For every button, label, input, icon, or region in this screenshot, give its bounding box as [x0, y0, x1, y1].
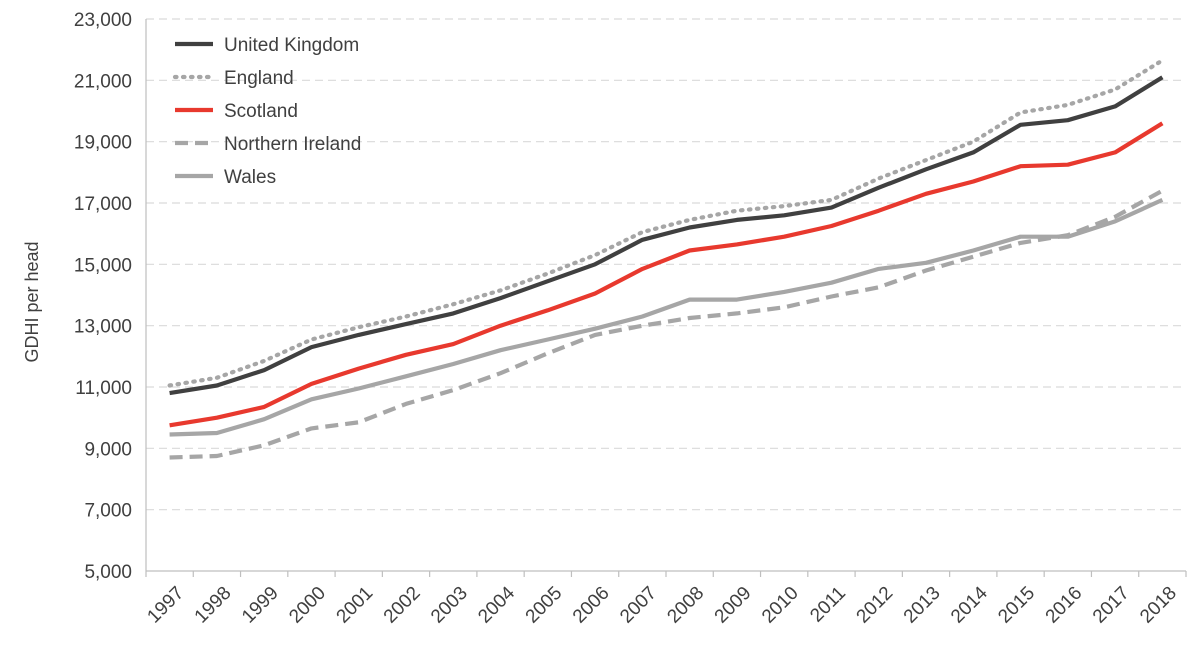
- legend-item: Scotland: [175, 101, 298, 122]
- legend-label: Scotland: [224, 101, 298, 122]
- legend-label: England: [224, 68, 294, 89]
- x-tick-label: 2016: [1042, 583, 1087, 628]
- x-tick-label: 2009: [711, 583, 756, 628]
- legend-item: Wales: [175, 167, 276, 188]
- legend-label: United Kingdom: [224, 35, 359, 56]
- series-line-england: [167, 58, 1165, 388]
- series-line-wales: [169, 197, 1164, 437]
- series-line-northern-ireland: [169, 188, 1164, 460]
- legend-item: United Kingdom: [175, 35, 359, 56]
- x-tick-label: 1998: [191, 583, 236, 628]
- x-tick-label: 2001: [333, 583, 378, 628]
- x-tick-label: 1997: [143, 583, 188, 628]
- y-axis-title: GDHI per head: [22, 241, 42, 362]
- gridlines: [146, 18, 1186, 511]
- y-tick-label: 17,000: [74, 194, 132, 215]
- y-tick-label: 15,000: [74, 255, 132, 276]
- x-tick-label: 2014: [947, 582, 992, 627]
- x-tick-label: 2005: [522, 583, 567, 628]
- y-tick-label: 11,000: [75, 378, 132, 399]
- y-tick-label: 21,000: [74, 71, 132, 92]
- y-tick-label: 7,000: [84, 501, 132, 522]
- x-tick-label: 1999: [238, 583, 283, 628]
- legend-label: Northern Ireland: [224, 134, 361, 155]
- x-tick-label: 2000: [285, 583, 330, 628]
- y-tick-label: 23,000: [74, 10, 132, 31]
- series-line-united-kingdom: [169, 75, 1164, 396]
- legend: United Kingdom England Scotland Northern Ir…: [172, 35, 361, 188]
- legend-item: England: [172, 68, 294, 89]
- series-lines: [167, 58, 1165, 460]
- x-tick-label: 2008: [663, 583, 708, 628]
- x-tick-label: 2002: [380, 583, 425, 628]
- x-tick-label: 2015: [994, 583, 1039, 628]
- y-tick-label: 13,000: [74, 317, 132, 338]
- y-tick-label: 19,000: [74, 133, 132, 154]
- x-tick-label: 2012: [853, 583, 898, 628]
- x-tick-label: 2010: [758, 583, 803, 628]
- y-tick-label: 5,000: [84, 562, 132, 583]
- legend-item: Northern Ireland: [175, 134, 361, 155]
- x-tick-label: 2007: [616, 583, 661, 628]
- legend-label: Wales: [224, 167, 276, 188]
- x-tick-label: 2004: [474, 582, 519, 627]
- series-line-scotland: [169, 121, 1164, 428]
- x-tick-label: 2017: [1089, 583, 1134, 628]
- x-tick-label: 2011: [806, 583, 850, 627]
- x-tick-label: 2018: [1136, 583, 1181, 628]
- x-tick-label: 2006: [569, 583, 614, 628]
- y-tick-label: 9,000: [84, 439, 132, 460]
- x-tick-label: 2003: [427, 583, 472, 628]
- x-tick-label: 2013: [900, 583, 945, 628]
